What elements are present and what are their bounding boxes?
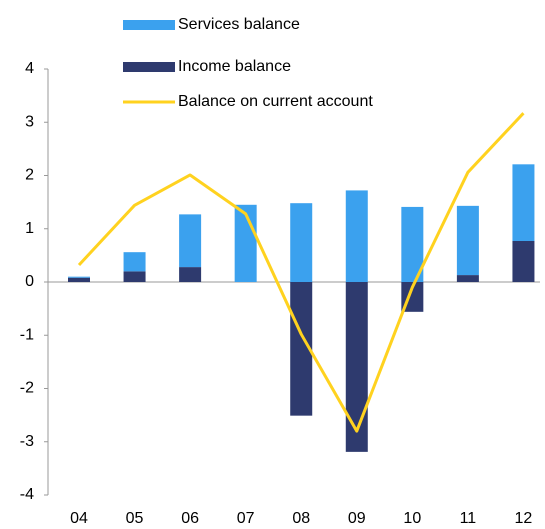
y-tick-label: 2 <box>25 167 34 184</box>
x-tick-label: 05 <box>126 510 144 527</box>
bar <box>123 271 146 282</box>
x-tick-label: 12 <box>515 510 533 527</box>
x-tick-label: 08 <box>292 510 310 527</box>
y-tick-label: -1 <box>20 326 34 343</box>
bar <box>512 240 535 282</box>
x-tick-label: 09 <box>348 510 366 527</box>
legend-swatch <box>123 62 175 72</box>
bar <box>68 277 90 282</box>
bar <box>401 206 424 282</box>
bar <box>456 275 479 282</box>
bar <box>68 276 90 278</box>
y-tick-label: -4 <box>20 486 34 503</box>
legend-label: Balance on current account <box>178 93 373 110</box>
legend-label: Services balance <box>178 16 300 33</box>
y-tick-label: -2 <box>20 380 34 397</box>
bar <box>456 205 479 276</box>
y-tick-label: 1 <box>25 220 34 237</box>
y-tick-label: 0 <box>25 273 34 290</box>
y-tick-label: -3 <box>20 433 34 450</box>
legend-swatch <box>123 20 175 30</box>
y-tick-label: 3 <box>25 113 34 130</box>
bar <box>179 267 202 282</box>
legend-label: Income balance <box>178 58 291 75</box>
bar <box>345 190 368 282</box>
bar <box>290 282 313 416</box>
x-tick-label: 10 <box>403 510 421 527</box>
x-tick-label: 07 <box>237 510 255 527</box>
x-tick-label: 04 <box>70 510 88 527</box>
bar <box>512 164 535 241</box>
bar <box>345 282 368 452</box>
bar <box>179 214 202 268</box>
x-tick-label: 11 <box>460 510 477 527</box>
y-tick-label: 4 <box>25 60 34 77</box>
line <box>77 112 525 433</box>
bar <box>290 203 313 282</box>
x-tick-label: 06 <box>181 510 199 527</box>
bar <box>123 252 146 272</box>
